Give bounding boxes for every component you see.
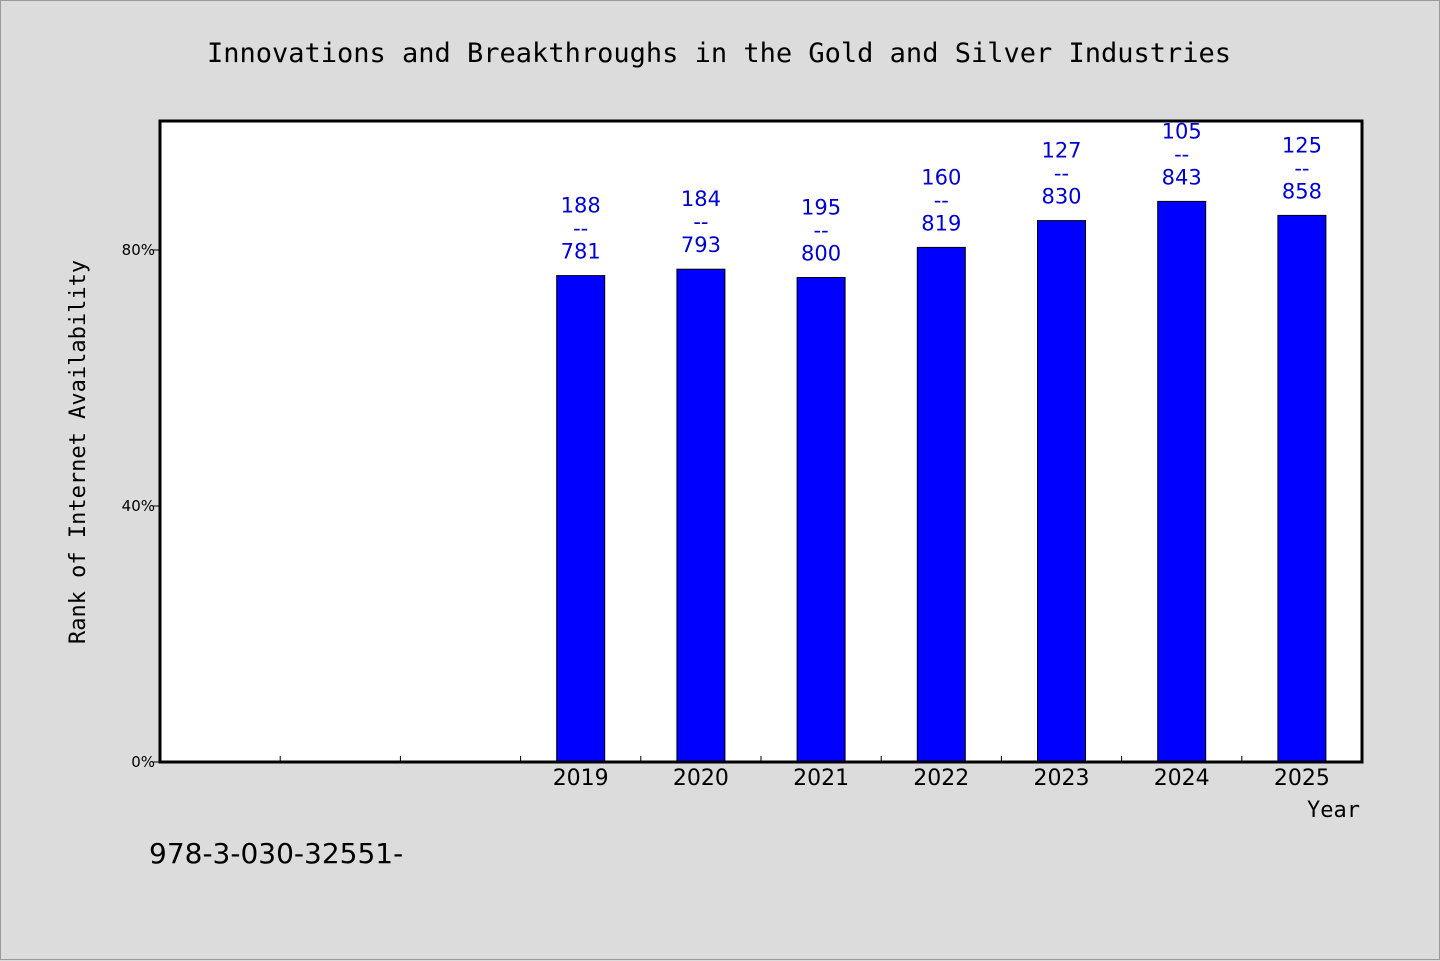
bar-2024 (1157, 200, 1207, 763)
y-axis-label: Rank of Internet Availability (66, 260, 91, 644)
bar-2020 (676, 268, 726, 763)
data-label-2025-bottom: 858 (1282, 179, 1322, 203)
bars-group (556, 200, 1327, 763)
x-axis-label: Year (1307, 798, 1360, 823)
bar-2021 (796, 277, 846, 763)
data-label-2020-separator: -- (693, 210, 708, 234)
data-label-2022-separator: -- (934, 188, 949, 212)
data-label-2019-top: 188 (561, 194, 601, 218)
x-tick-label-2022: 2022 (913, 766, 969, 791)
y-axis-ticks: 0% 40% 80% (122, 241, 160, 771)
data-label-2020-top: 184 (681, 187, 721, 211)
y-tick-label: 40% (122, 497, 155, 515)
x-axis-ticks: 2019 2020 2021 2022 2023 2024 2025 (279, 756, 1330, 791)
data-label-2024-top: 105 (1162, 119, 1202, 143)
data-label-2021-separator: -- (814, 219, 829, 243)
x-tick-label-2021: 2021 (793, 766, 849, 791)
data-label-2022-top: 160 (921, 165, 961, 189)
data-label-2025-separator: -- (1294, 156, 1309, 180)
x-tick-label-2020: 2020 (673, 766, 729, 791)
data-label-2019-bottom: 781 (561, 240, 601, 264)
data-label-2023-top: 127 (1041, 139, 1081, 163)
data-label-2021-top: 195 (801, 196, 841, 220)
data-label-2024-bottom: 843 (1162, 165, 1202, 189)
data-label-2021-bottom: 800 (801, 242, 841, 266)
data-label-2023-separator: -- (1054, 162, 1069, 186)
data-label-2024-separator: -- (1174, 142, 1189, 166)
bar-2019 (556, 275, 606, 763)
x-tick-label-2023: 2023 (1034, 766, 1090, 791)
data-label-2023-bottom: 830 (1041, 185, 1081, 209)
y-tick-label: 80% (122, 241, 155, 259)
data-label-2019-separator: -- (573, 217, 588, 241)
bar-2025 (1277, 214, 1327, 763)
x-tick-label-2024: 2024 (1154, 766, 1210, 791)
bar-2022 (916, 246, 966, 763)
chart-title: Innovations and Breakthroughs in the Gol… (207, 38, 1231, 69)
x-tick-label-2025: 2025 (1274, 766, 1330, 791)
x-tick-label-2019: 2019 (553, 766, 609, 791)
bar-2023 (1037, 220, 1086, 763)
data-label-2025-top: 125 (1282, 133, 1322, 157)
footnote: 978-3-030-32551- (149, 837, 403, 870)
data-label-2020-bottom: 793 (681, 233, 721, 257)
data-label-2022-bottom: 819 (921, 211, 961, 235)
y-tick-label: 0% (131, 753, 155, 771)
bar-labels-group: 188--781184--793195--800160--819127--830… (561, 119, 1322, 265)
